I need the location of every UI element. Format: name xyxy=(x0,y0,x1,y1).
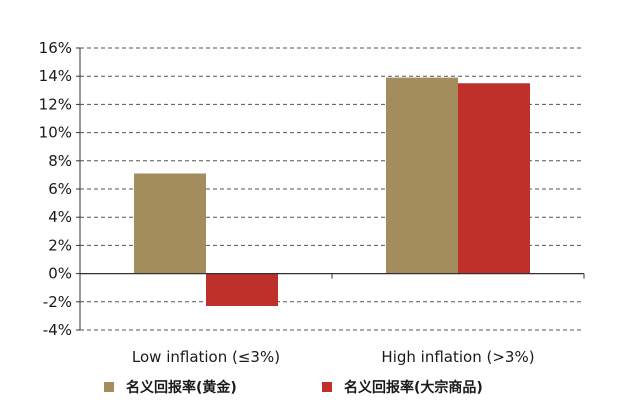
y-tick-label: 16% xyxy=(39,39,72,57)
legend-label: 名义回报率(黄金) xyxy=(126,379,237,396)
bar-gold xyxy=(134,173,206,274)
y-tick-label: -2% xyxy=(43,293,72,311)
y-tick-label: 2% xyxy=(48,236,72,254)
legend-label: 名义回报率(大宗商品) xyxy=(344,379,483,396)
y-tick-label: 12% xyxy=(39,95,72,113)
y-tick-label: 10% xyxy=(39,124,72,142)
bar-commodities xyxy=(458,83,530,274)
y-tick-label: 8% xyxy=(48,152,72,170)
x-tick-label: Low inflation (≤3%) xyxy=(132,348,280,366)
legend-swatch xyxy=(104,382,114,392)
x-tick-label: High inflation (>3%) xyxy=(381,348,534,366)
y-tick-label: 0% xyxy=(48,265,72,283)
y-tick-label: -4% xyxy=(43,321,72,339)
y-tick-label: 6% xyxy=(48,180,72,198)
bar-gold xyxy=(386,77,458,274)
bar-commodities xyxy=(206,273,278,307)
legend-swatch xyxy=(322,382,332,392)
y-tick-label: 14% xyxy=(39,67,72,85)
y-tick-label: 4% xyxy=(48,208,72,226)
